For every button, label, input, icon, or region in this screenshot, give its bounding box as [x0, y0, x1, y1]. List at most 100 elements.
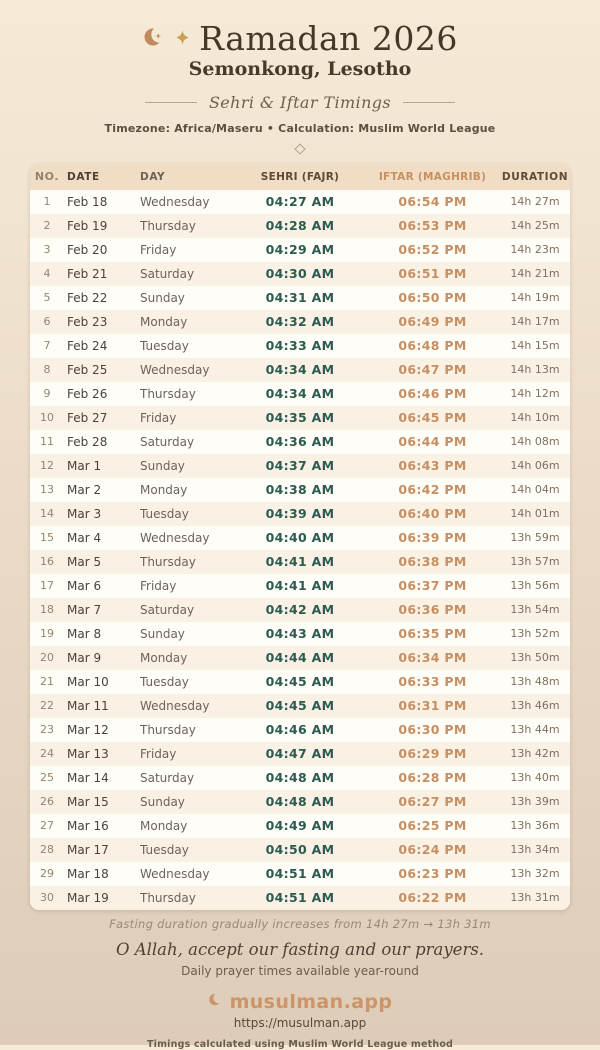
row-number: 16 — [40, 555, 54, 569]
section-subtitle: Sehri & Iftar Timings — [0, 93, 600, 112]
row-duration: 13h 36m — [510, 819, 560, 833]
timings-table: NO. DATE DAY SEHRI (FAJR) IFTAR (MAGHRIB… — [30, 163, 570, 910]
row-sehri-time: 04:31 AM — [265, 290, 335, 306]
table-row: 17 Mar 6 Friday 04:41 AM 06:37 PM 13h 56… — [30, 574, 570, 598]
column-header-iftar: IFTAR (MAGHRIB) — [378, 170, 487, 183]
row-sehri-time: 04:50 AM — [265, 842, 335, 858]
diamond-ornament-icon — [294, 142, 306, 155]
row-iftar-time: 06:35 PM — [398, 626, 467, 642]
row-day: Sunday — [140, 290, 185, 305]
table-row: 30 Mar 19 Thursday 04:51 AM 06:22 PM 13h… — [30, 885, 570, 910]
row-day: Wednesday — [140, 362, 210, 377]
row-day: Friday — [140, 410, 177, 425]
table-row: 4 Feb 21 Saturday 04:30 AM 06:51 PM 14h … — [30, 261, 570, 286]
row-day: Wednesday — [140, 698, 210, 713]
row-duration: 14h 15m — [510, 339, 560, 353]
row-duration: 14h 13m — [510, 363, 560, 377]
row-sehri-time: 04:49 AM — [265, 818, 335, 834]
row-number: 4 — [43, 267, 51, 281]
table-row: 11 Feb 28 Saturday 04:36 AM 06:44 PM 14h… — [30, 430, 570, 454]
row-number: 9 — [43, 387, 51, 401]
row-date: Feb 18 — [67, 194, 108, 209]
table-row: 12 Mar 1 Sunday 04:37 AM 06:43 PM 14h 06… — [30, 453, 570, 478]
row-sehri-time: 04:39 AM — [265, 506, 335, 522]
row-number: 3 — [43, 243, 51, 257]
row-iftar-time: 06:33 PM — [398, 674, 467, 690]
table-row: 1 Feb 18 Wednesday 04:27 AM 06:54 PM 14h… — [30, 190, 570, 214]
column-header-date: DATE — [67, 170, 100, 183]
row-date: Mar 2 — [67, 482, 102, 497]
row-day: Monday — [140, 314, 188, 329]
table-row: 8 Feb 25 Wednesday 04:34 AM 06:47 PM 14h… — [30, 357, 570, 382]
row-duration: 13h 46m — [510, 699, 560, 713]
table-header-row: NO. DATE DAY SEHRI (FAJR) IFTAR (MAGHRIB… — [30, 163, 570, 190]
row-date: Mar 6 — [67, 578, 102, 593]
row-date: Feb 23 — [67, 314, 108, 329]
row-day: Sunday — [140, 626, 185, 641]
table-row: 5 Feb 22 Sunday 04:31 AM 06:50 PM 14h 19… — [30, 286, 570, 310]
row-date: Mar 16 — [67, 818, 109, 833]
row-sehri-time: 04:27 AM — [265, 194, 335, 210]
availability-note: Daily prayer times available year-round — [181, 963, 419, 978]
row-day: Tuesday — [140, 338, 189, 353]
row-sehri-time: 04:34 AM — [265, 362, 335, 378]
row-duration: 14h 17m — [510, 315, 560, 329]
row-number: 8 — [43, 363, 51, 377]
row-date: Feb 22 — [67, 290, 108, 305]
row-date: Mar 12 — [67, 722, 109, 737]
row-day: Thursday — [140, 554, 196, 569]
row-sehri-time: 04:44 AM — [265, 650, 335, 666]
row-date: Mar 19 — [67, 890, 109, 905]
row-number: 20 — [40, 651, 54, 665]
row-day: Wednesday — [140, 866, 210, 881]
brand-url: https://musulman.app — [233, 1015, 367, 1030]
row-date: Feb 28 — [67, 434, 108, 449]
row-duration: 13h 52m — [510, 627, 560, 641]
table-row: 24 Mar 13 Friday 04:47 AM 06:29 PM 13h 4… — [30, 741, 570, 766]
row-sehri-time: 04:30 AM — [265, 266, 335, 282]
row-sehri-time: 04:37 AM — [265, 458, 335, 474]
row-duration: 13h 39m — [510, 795, 560, 809]
column-header-duration: DURATION — [501, 170, 569, 183]
table-row: 9 Feb 26 Thursday 04:34 AM 06:46 PM 14h … — [30, 382, 570, 406]
table-row: 22 Mar 11 Wednesday 04:45 AM 06:31 PM 13… — [30, 693, 570, 718]
row-duration: 14h 19m — [510, 291, 560, 305]
row-day: Thursday — [140, 218, 196, 233]
row-sehri-time: 04:43 AM — [265, 626, 335, 642]
row-date: Feb 25 — [67, 362, 108, 377]
divider-line-left — [144, 101, 197, 103]
row-day: Saturday — [140, 266, 195, 281]
row-duration: 14h 08m — [510, 435, 560, 449]
table-row: 6 Feb 23 Monday 04:32 AM 06:49 PM 14h 17… — [30, 309, 570, 334]
row-iftar-time: 06:50 PM — [398, 290, 467, 306]
dua-text: O Allah, accept our fasting and our pray… — [115, 939, 485, 959]
divider-line-right — [403, 101, 456, 103]
timezone-calculation-meta: Timezone: Africa/Maseru • Calculation: M… — [104, 121, 496, 135]
table-row: 25 Mar 14 Saturday 04:48 AM 06:28 PM 13h… — [30, 766, 570, 790]
table-row: 14 Mar 3 Tuesday 04:39 AM 06:40 PM 14h 0… — [30, 501, 570, 526]
row-duration: 13h 31m — [510, 891, 560, 905]
row-duration: 14h 23m — [510, 243, 560, 257]
row-day: Friday — [140, 578, 177, 593]
row-date: Mar 4 — [67, 530, 102, 545]
page-title: Ramadan 2026 — [199, 19, 458, 58]
row-date: Mar 5 — [67, 554, 102, 569]
sparkle-star-icon — [175, 29, 190, 49]
row-number: 23 — [40, 723, 54, 737]
row-day: Wednesday — [140, 194, 210, 209]
row-day: Monday — [140, 650, 188, 665]
row-day: Sunday — [140, 794, 185, 809]
row-number: 13 — [40, 483, 54, 497]
row-iftar-time: 06:30 PM — [398, 722, 467, 738]
row-duration: 13h 57m — [510, 555, 560, 569]
row-duration: 13h 50m — [510, 651, 560, 665]
row-sehri-time: 04:33 AM — [265, 338, 335, 354]
row-iftar-time: 06:31 PM — [398, 698, 467, 714]
row-sehri-time: 04:41 AM — [265, 554, 335, 570]
location-subtitle: Semonkong, Lesotho — [188, 57, 412, 80]
row-number: 28 — [40, 843, 54, 857]
row-sehri-time: 04:42 AM — [265, 602, 335, 618]
row-number: 7 — [43, 339, 51, 353]
table-row: 21 Mar 10 Tuesday 04:45 AM 06:33 PM 13h … — [30, 670, 570, 694]
timings-subtitle: Sehri & Iftar Timings — [208, 92, 392, 112]
